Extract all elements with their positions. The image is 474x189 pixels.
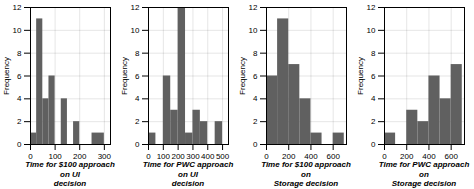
svg-text:200: 200 <box>171 152 185 160</box>
html-text:Time for PWC approach on UI de: Time for PWC approach on UI decision <box>142 160 234 189</box>
svg-text:6: 6 <box>135 72 140 81</box>
svg-text:Frequency: Frequency <box>2 57 11 95</box>
svg-text:400: 400 <box>304 152 318 160</box>
svg-text:10: 10 <box>367 26 376 35</box>
svg-text:8: 8 <box>17 49 22 58</box>
svg-text:2: 2 <box>371 117 376 126</box>
svg-text:0: 0 <box>371 140 376 149</box>
svg-text:12: 12 <box>131 3 140 12</box>
svg-text:12: 12 <box>249 3 258 12</box>
svg-text:10: 10 <box>249 26 258 35</box>
svg-text:200: 200 <box>73 152 87 160</box>
svg-text:6: 6 <box>17 72 22 81</box>
svg-text:2: 2 <box>135 117 140 126</box>
svg-text:0: 0 <box>17 140 22 149</box>
svg-text:100: 100 <box>48 152 62 160</box>
svg-text:2: 2 <box>253 117 258 126</box>
svg-text:2: 2 <box>17 117 22 126</box>
html-text:Time for PWC approach on Stora: Time for PWC approach on Storage decisio… <box>378 160 470 189</box>
svg-text:0: 0 <box>28 152 33 160</box>
svg-text:400: 400 <box>422 152 436 160</box>
svg-text:0: 0 <box>382 152 387 160</box>
svg-text:400: 400 <box>201 152 215 160</box>
svg-text:0: 0 <box>253 140 258 149</box>
svg-text:10: 10 <box>131 26 140 35</box>
svg-text:8: 8 <box>253 49 258 58</box>
svg-text:12: 12 <box>367 3 376 12</box>
svg-text:Frequency: Frequency <box>356 57 365 95</box>
svg-text:8: 8 <box>135 49 140 58</box>
svg-text:Frequency: Frequency <box>238 57 247 95</box>
svg-text:300: 300 <box>186 152 200 160</box>
html-text:Time for $100 approach on UI d: Time for $100 approach on UI decision <box>25 160 115 189</box>
svg-text:0: 0 <box>264 152 269 160</box>
svg-text:Frequency: Frequency <box>120 57 129 95</box>
html-text:Time for $100 approach on Stor: Time for $100 approach on Storage decisi… <box>261 160 351 189</box>
svg-text:200: 200 <box>282 152 296 160</box>
svg-text:10: 10 <box>13 26 22 35</box>
svg-text:6: 6 <box>253 72 258 81</box>
svg-text:4: 4 <box>17 94 22 103</box>
svg-text:12: 12 <box>13 3 22 12</box>
svg-text:4: 4 <box>371 94 376 103</box>
svg-text:100: 100 <box>157 152 171 160</box>
svg-text:600: 600 <box>326 152 340 160</box>
svg-text:500: 500 <box>216 152 230 160</box>
svg-text:300: 300 <box>98 152 112 160</box>
svg-text:0: 0 <box>135 140 140 149</box>
svg-text:4: 4 <box>253 94 258 103</box>
svg-text:0: 0 <box>146 152 151 160</box>
svg-text:8: 8 <box>371 49 376 58</box>
svg-text:6: 6 <box>371 72 376 81</box>
svg-text:200: 200 <box>400 152 414 160</box>
svg-text:4: 4 <box>135 94 140 103</box>
svg-text:600: 600 <box>444 152 458 160</box>
